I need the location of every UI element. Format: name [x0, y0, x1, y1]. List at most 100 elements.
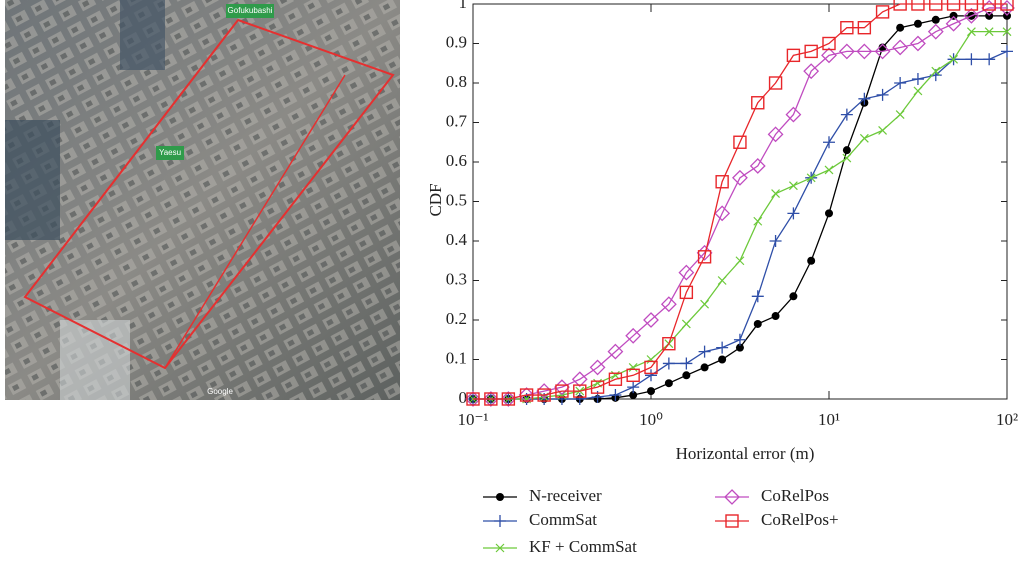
photo-label: Gofukubashi: [228, 6, 273, 15]
marker: [894, 77, 907, 89]
marker: [607, 343, 624, 360]
marker: [626, 368, 640, 382]
marker: [822, 36, 836, 51]
marker: [681, 319, 691, 329]
marker: [824, 165, 834, 175]
legend-marker: [725, 514, 739, 528]
marker: [714, 205, 731, 222]
marker: [913, 19, 922, 28]
marker: [785, 106, 802, 123]
marker: [644, 360, 658, 375]
marker: [823, 136, 835, 149]
legend-label: N-receiver: [529, 486, 602, 505]
marker: [913, 86, 923, 96]
marker: [662, 357, 675, 370]
marker: [646, 355, 656, 364]
marker: [966, 27, 976, 37]
marker: [753, 216, 763, 226]
marker: [700, 363, 709, 372]
marker: [963, 7, 980, 24]
marker: [732, 169, 748, 186]
marker: [804, 44, 818, 59]
marker: [946, 0, 961, 11]
marker: [751, 290, 764, 303]
marker: [1001, 45, 1013, 58]
marker: [751, 96, 765, 110]
photo-label: Google: [207, 387, 233, 396]
marker: [896, 23, 905, 32]
marker: [717, 276, 727, 285]
marker: [910, 35, 926, 52]
building: [5, 120, 60, 240]
marker: [590, 380, 605, 394]
y-tick-label: 0: [459, 388, 468, 407]
legend-label: KF + CommSat: [529, 537, 637, 556]
marker: [771, 312, 780, 321]
marker: [484, 392, 498, 406]
marker: [629, 391, 638, 400]
marker: [628, 362, 638, 372]
area-edge: [24, 29, 231, 298]
marker: [573, 393, 586, 405]
label-box: [156, 146, 184, 160]
marker: [842, 146, 851, 155]
marker: [482, 391, 499, 407]
marker: [965, 53, 978, 66]
marker: [753, 319, 762, 328]
marker: [874, 43, 891, 60]
marker: [768, 76, 783, 90]
marker: [825, 209, 833, 218]
marker: [664, 379, 673, 388]
marker: [981, 0, 998, 16]
marker: [931, 15, 940, 24]
marker: [697, 250, 712, 264]
building: [120, 0, 165, 70]
marker: [537, 388, 551, 402]
y-tick-label: 0.1: [446, 348, 467, 367]
marker: [678, 264, 695, 281]
marker: [999, 0, 1015, 16]
marker: [627, 381, 640, 394]
marker: [500, 391, 517, 407]
y-tick-label: 0.8: [446, 72, 467, 91]
marker: [647, 387, 655, 396]
marker: [716, 341, 729, 354]
marker: [949, 54, 958, 64]
marker: [806, 173, 816, 183]
legend-marker: [496, 493, 504, 501]
marker: [733, 135, 747, 149]
marker: [715, 175, 729, 189]
y-tick-label: 0.5: [446, 190, 467, 209]
marker: [608, 372, 623, 386]
y-tick-label: 0.9: [446, 32, 467, 51]
x-axis-label: Horizontal error (m): [676, 444, 815, 463]
marker: [858, 92, 871, 105]
photo-label: Yaesu: [159, 148, 181, 157]
marker: [895, 110, 905, 120]
marker: [929, 0, 943, 11]
marker: [838, 43, 855, 60]
marker: [769, 235, 782, 247]
marker: [465, 391, 481, 407]
marker: [892, 39, 909, 56]
marker: [789, 292, 798, 301]
marker: [931, 66, 941, 76]
marker: [983, 53, 996, 66]
marker: [807, 256, 816, 265]
marker: [609, 389, 622, 402]
y-tick-label: 0.3: [446, 269, 467, 288]
marker: [767, 126, 784, 143]
marker: [927, 23, 944, 40]
marker: [571, 371, 588, 388]
marker: [735, 256, 745, 266]
marker: [911, 0, 925, 11]
marker: [859, 133, 869, 143]
x-tick-label: 10¹: [818, 410, 840, 429]
legend-label: CoRelPos+: [761, 510, 839, 529]
marker: [771, 189, 780, 199]
marker: [589, 359, 606, 376]
marker: [682, 371, 691, 380]
marker: [573, 384, 587, 398]
marker: [821, 47, 837, 64]
